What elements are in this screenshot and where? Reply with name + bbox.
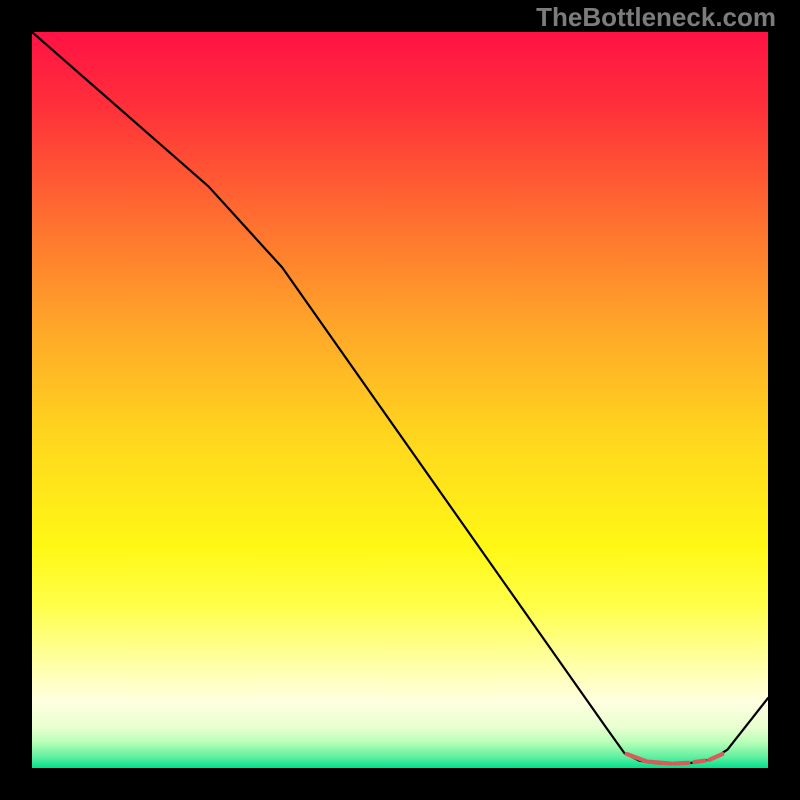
- watermark-text: TheBottleneck.com: [536, 2, 776, 33]
- bottleneck-curve: [32, 32, 768, 764]
- plot-area: [32, 32, 768, 768]
- valley-marker-segment: [694, 761, 704, 762]
- chart-svg: [32, 32, 768, 768]
- valley-marker-group: [627, 754, 723, 764]
- valley-marker-segment: [649, 762, 671, 764]
- valley-marker-segment: [674, 763, 689, 764]
- valley-marker-segment: [709, 754, 722, 760]
